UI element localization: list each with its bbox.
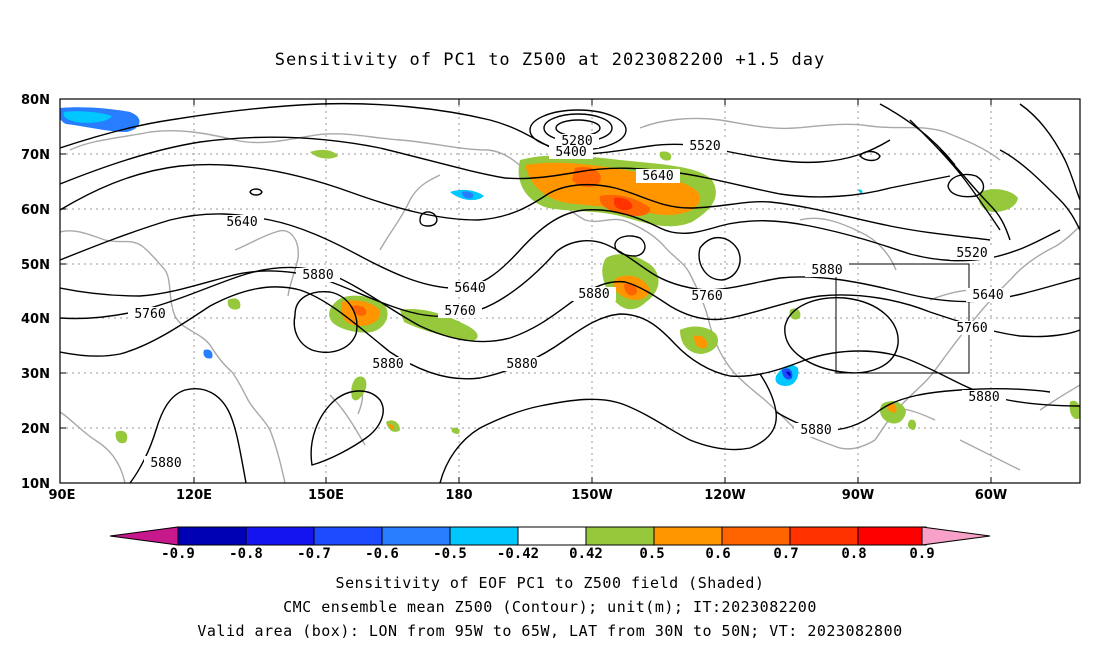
lat-label: 60N (21, 203, 50, 218)
contour-label: 5400 (555, 145, 586, 160)
contour-label: 5760 (691, 289, 722, 304)
contour-label: 5880 (150, 456, 181, 471)
lon-label: 120E (176, 488, 212, 503)
colorbar-high-extension (921, 526, 991, 546)
plot-frame (59, 98, 1081, 484)
lon-label: 60W (975, 488, 1007, 503)
lon-label: 150W (571, 488, 612, 503)
footer-line-2: CMC ensemble mean Z500 (Contour); unit(m… (283, 598, 817, 616)
colorbar-tick-label: 0.7 (773, 546, 798, 562)
colorbar-tick-label: -0.5 (433, 546, 467, 562)
colorbar-swatch (721, 526, 791, 546)
lat-label: 30N (21, 367, 50, 382)
contour-label: 5640 (454, 281, 485, 296)
contour-labels: 5280 5400 5520 5640 5640 5640 5520 5640 … (128, 134, 1010, 471)
contour-label: 5880 (302, 268, 333, 283)
lat-label: 50N (21, 258, 50, 273)
contour-label: 5880 (578, 287, 609, 302)
contour-label: 5640 (972, 288, 1003, 303)
footer-line-3: Valid area (box): LON from 95W to 65W, L… (197, 622, 903, 640)
contour-label: 5520 (689, 139, 720, 154)
lat-label: 10N (21, 477, 50, 492)
colorbar-swatch (653, 526, 723, 546)
lon-label: 180 (445, 488, 472, 503)
lat-label: 20N (21, 422, 50, 437)
colorbar-tick-label: 0.5 (639, 546, 664, 562)
lon-label: 90E (49, 488, 76, 503)
contour-label: 5520 (956, 246, 987, 261)
lon-label: 150E (308, 488, 344, 503)
contour-label: 5880 (800, 423, 831, 438)
colorbar-swatch (381, 526, 451, 546)
colorbar-tick-label: -0.8 (229, 546, 263, 562)
contour-label: 5760 (956, 321, 987, 336)
colorbar-tick-label: -0.42 (497, 546, 539, 562)
contour-label: 5640 (642, 169, 673, 184)
lat-label: 70N (21, 148, 50, 163)
colorbar-swatch (313, 526, 383, 546)
colorbar-tick-label: 0.9 (909, 546, 934, 562)
colorbar-swatch (177, 526, 247, 546)
colorbar-boxes (177, 526, 927, 546)
footer-line-1: Sensitivity of EOF PC1 to Z500 field (Sh… (335, 574, 765, 592)
colorbar-swatch (245, 526, 315, 546)
axis-ticks (60, 98, 1080, 484)
contour-label: 5760 (134, 307, 165, 322)
colorbar-swatch (789, 526, 859, 546)
colorbar-swatch (585, 526, 655, 546)
colorbar-tick-label: 0.42 (569, 546, 603, 562)
colorbar: -0.9 -0.8 -0.7 -0.6 -0.5 -0.42 0.42 0.5 … (109, 526, 991, 562)
colorbar-tick-label: 0.8 (841, 546, 866, 562)
valid-area-box (835, 263, 970, 374)
lat-label: 80N (21, 93, 50, 108)
figure-title: Sensitivity of PC1 to Z500 at 2023082200… (274, 50, 826, 70)
colorbar-low-extension (109, 526, 179, 546)
colorbar-swatch (449, 526, 519, 546)
latitude-labels: 80N 70N 60N 50N 40N 30N 20N 10N (21, 93, 50, 492)
longitude-labels: 90E 120E 150E 180 150W 120W 90W 60W (49, 488, 1008, 503)
lon-label: 90W (842, 488, 874, 503)
colorbar-swatch (517, 526, 587, 546)
contour-label: 5880 (506, 357, 537, 372)
contour-label: 5880 (968, 390, 999, 405)
contour-label: 5880 (811, 263, 842, 278)
colorbar-tick-label: -0.9 (161, 546, 195, 562)
colorbar-tick-label: 0.6 (705, 546, 730, 562)
lon-label: 120W (704, 488, 745, 503)
colorbar-tick-label: -0.6 (365, 546, 399, 562)
colorbar-tick-label: -0.7 (297, 546, 331, 562)
contour-label: 5760 (444, 304, 475, 319)
colorbar-swatch (857, 526, 927, 546)
lat-label: 40N (21, 312, 50, 327)
colorbar-labels: -0.9 -0.8 -0.7 -0.6 -0.5 -0.42 0.42 0.5 … (161, 546, 935, 562)
contour-label: 5640 (226, 215, 257, 230)
contour-label: 5880 (372, 357, 403, 372)
